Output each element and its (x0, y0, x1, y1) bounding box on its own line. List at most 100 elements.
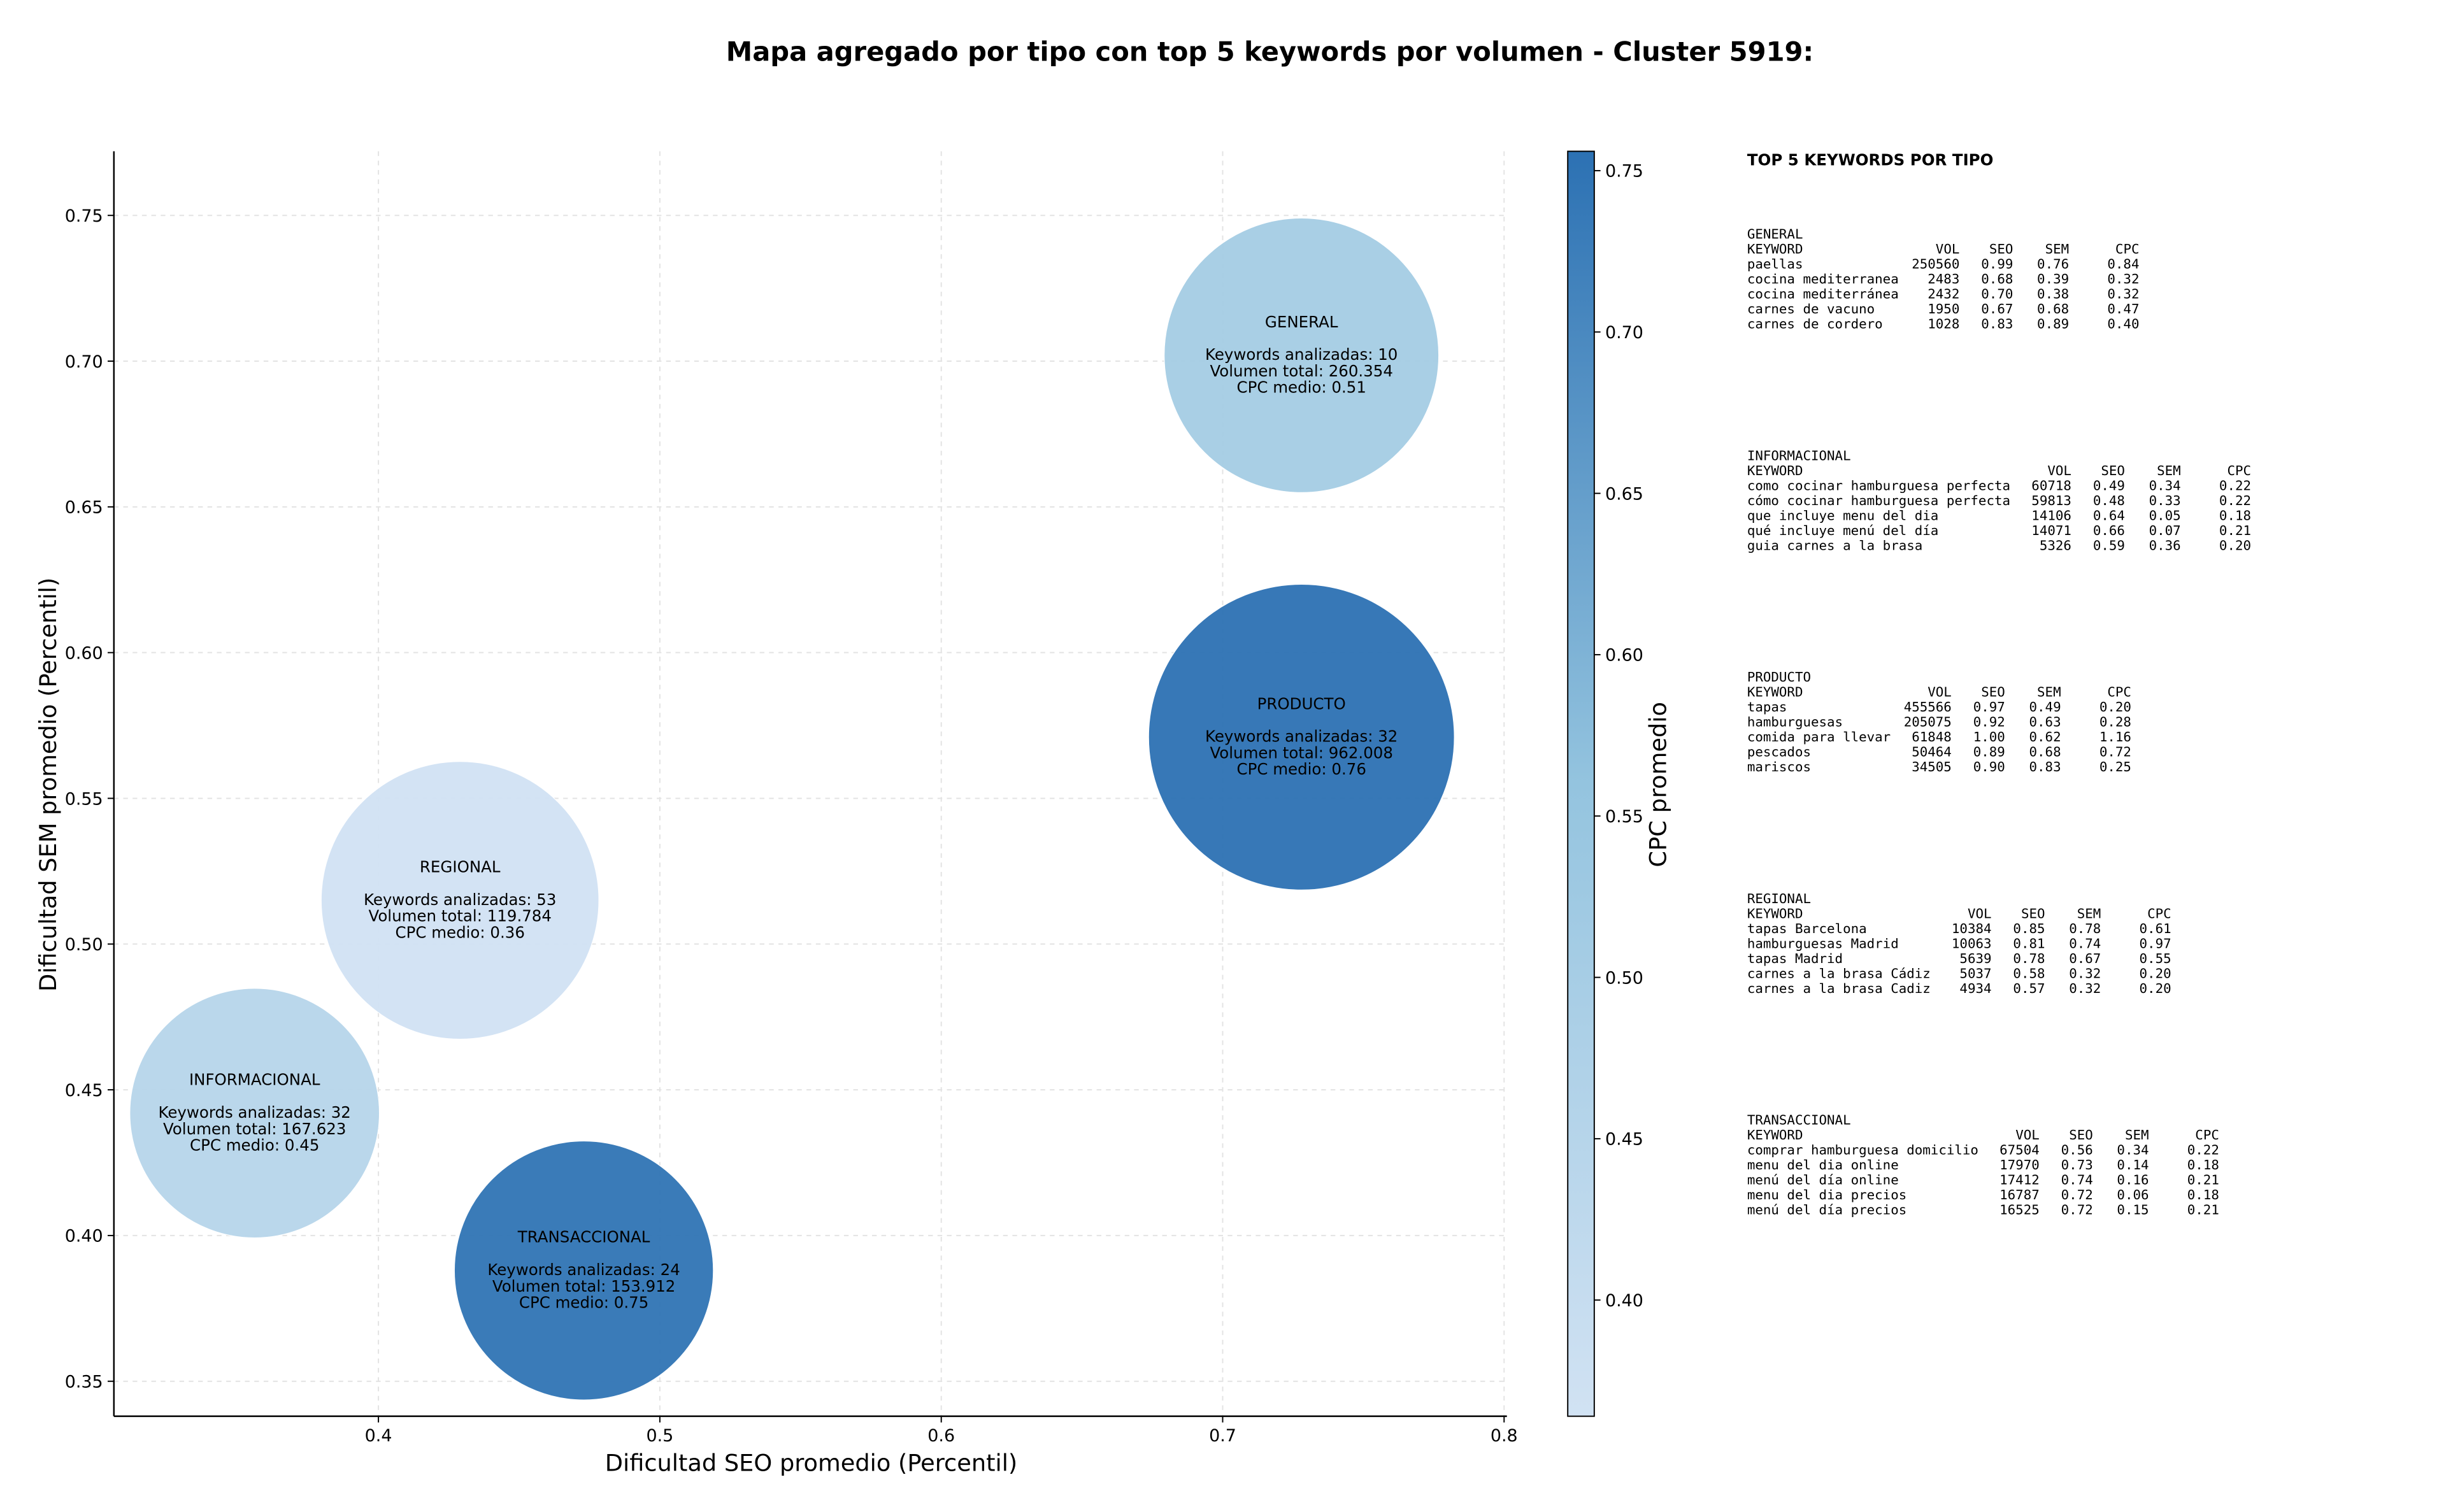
table-header: CPC (2115, 241, 2140, 257)
table-cell: 0.63 (2029, 715, 2061, 730)
bubble-label: PRODUCTO (1257, 694, 1346, 713)
bubble (454, 1140, 714, 1401)
table-cell: menu del dia online (1747, 1157, 1899, 1173)
table-cell: 50464 (1912, 745, 1952, 760)
table-cell: 0.73 (2061, 1157, 2093, 1173)
y-axis-label: Dificultad SEM promedio (Percentil) (34, 578, 62, 992)
table-cell: 17412 (1999, 1173, 2040, 1188)
table-cell: 0.21 (2187, 1202, 2219, 1218)
table-cell: 0.68 (2029, 745, 2061, 760)
table-cell: 5037 (1959, 966, 1991, 981)
table-cell: carnes de cordero (1747, 317, 1883, 332)
table-cell: cómo cocinar hamburguesa perfecta (1747, 493, 2010, 508)
table-cell: 0.18 (2187, 1157, 2219, 1173)
bubble-annotation: Volumen total: 167.623 (163, 1120, 346, 1138)
table-cell: 0.15 (2117, 1202, 2149, 1218)
table-cell: hamburguesas (1747, 715, 1843, 730)
bubble (1164, 217, 1440, 494)
table-cell: 0.84 (2107, 257, 2139, 272)
table-cell: 0.22 (2219, 493, 2251, 508)
table-cell: 0.38 (2037, 287, 2069, 302)
bubble-annotation: Keywords analizadas: 24 (487, 1260, 680, 1279)
table-cell: 5326 (2040, 538, 2071, 553)
bubble-label: REGIONAL (420, 858, 501, 876)
table-cell: 205075 (1904, 715, 1952, 730)
y-tick-label: 0.75 (65, 206, 103, 226)
table-cell: 0.05 (2149, 508, 2181, 523)
table-cell: 2483 (1927, 271, 1959, 287)
colorbar-tick-label: 0.70 (1605, 323, 1643, 343)
table-header: KEYWORD (1747, 463, 1803, 478)
colorbar (1567, 150, 1595, 1417)
panel-title: TOP 5 KEYWORDS POR TIPO (1747, 151, 1994, 169)
table-cell: 0.76 (2037, 257, 2069, 272)
table-cell: 0.57 (2013, 981, 2045, 996)
table-cell: mariscos (1747, 759, 1811, 774)
table-cell: 0.83 (1981, 317, 2013, 332)
bubble-annotation: Keywords analizadas: 32 (1205, 727, 1398, 746)
table-cell: 0.25 (2099, 759, 2131, 774)
table-cell: 0.74 (2061, 1173, 2093, 1188)
table-cell: que incluye menu del dia (1747, 508, 1939, 523)
table-cell: paellas (1747, 257, 1803, 272)
table-cell: 0.33 (2149, 493, 2181, 508)
table-cell: 0.89 (1973, 745, 2005, 760)
x-tick-label: 0.8 (1491, 1426, 1518, 1446)
table-cell: 0.55 (2140, 951, 2171, 966)
table-cell: 0.92 (1973, 715, 2005, 730)
table-cell: 14071 (2031, 523, 2071, 538)
colorbar-tick-label: 0.75 (1605, 162, 1643, 182)
table-cell: 0.72 (2061, 1202, 2093, 1218)
table-cell: 17970 (1999, 1157, 2040, 1173)
table-cell: 0.22 (2187, 1143, 2219, 1158)
table-cell: comida para llevar (1747, 729, 1891, 745)
table-cell: 0.74 (2069, 936, 2101, 951)
table-cell: cocina mediterránea (1747, 287, 1899, 302)
table-name: TRANSACCIONAL (1747, 1113, 1851, 1128)
table-cell: 250560 (1912, 257, 1959, 272)
table-cell: 0.28 (2099, 715, 2131, 730)
table-cell: cocina mediterranea (1747, 271, 1899, 287)
bubble-label: TRANSACCIONAL (517, 1228, 650, 1246)
table-header: SEO (2021, 906, 2045, 921)
table-cell: 0.58 (2013, 966, 2045, 981)
bubble-annotation: CPC medio: 0.75 (519, 1294, 648, 1312)
table-cell: 0.97 (2140, 936, 2171, 951)
x-tick-label: 0.7 (1209, 1426, 1236, 1446)
table-cell: menú del día precios (1747, 1202, 1906, 1218)
table-cell: 4934 (1959, 981, 1991, 996)
table-cell: 0.66 (2093, 523, 2125, 538)
table-cell: 0.49 (2093, 478, 2125, 493)
table-name: REGIONAL (1747, 891, 1811, 906)
table-header: VOL (2047, 463, 2071, 478)
table-cell: 0.47 (2107, 301, 2139, 317)
table-cell: carnes a la brasa Cádiz (1747, 966, 1931, 981)
table-cell: guia carnes a la brasa (1747, 538, 1922, 553)
table-cell: 5639 (1959, 951, 1991, 966)
table-cell: 1.00 (1973, 729, 2005, 745)
table-cell: 0.97 (1973, 699, 2005, 715)
bubble-annotation: CPC medio: 0.45 (190, 1136, 319, 1154)
table-cell: 0.62 (2029, 729, 2061, 745)
table-cell: como cocinar hamburguesa perfecta (1747, 478, 2010, 493)
table-cell: 0.68 (2037, 301, 2069, 317)
bubble-annotation: Volumen total: 962.008 (1210, 743, 1392, 762)
table-cell: qué incluye menú del día (1747, 523, 1939, 538)
table-cell: 0.22 (2219, 478, 2251, 493)
y-tick-label: 0.50 (65, 935, 103, 955)
table-header: VOL (1927, 685, 1952, 700)
table-cell: 0.83 (2029, 759, 2061, 774)
table-cell: 0.67 (1981, 301, 2013, 317)
table-cell: 1.16 (2099, 729, 2131, 745)
table-cell: 0.89 (2037, 317, 2069, 332)
table-cell: 0.34 (2117, 1143, 2149, 1158)
bubble-label: INFORMACIONAL (189, 1071, 320, 1089)
colorbar-tick-label: 0.40 (1605, 1291, 1643, 1311)
table-header: SEM (2037, 685, 2061, 700)
table-cell: 0.99 (1981, 257, 2013, 272)
y-tick-label: 0.45 (65, 1081, 103, 1101)
table-cell: 0.32 (2069, 981, 2101, 996)
y-tick-label: 0.65 (65, 498, 103, 518)
table-cell: tapas Barcelona (1747, 921, 1867, 936)
table-cell: 0.90 (1973, 759, 2005, 774)
